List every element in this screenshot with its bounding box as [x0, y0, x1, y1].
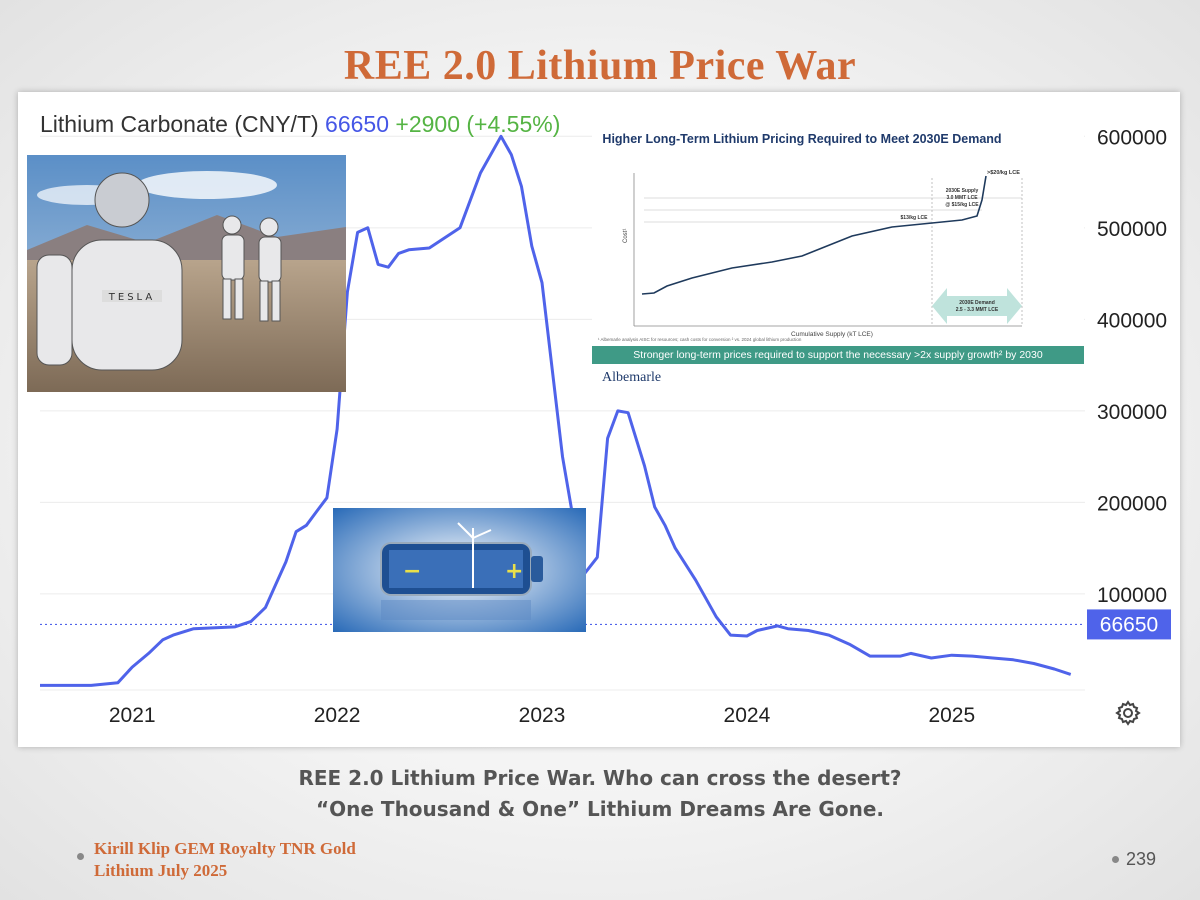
caption-line-2: “One Thousand & One” Lithium Dreams Are …	[316, 797, 884, 821]
price-series-line	[40, 134, 1072, 687]
x-tick-label: 2022	[314, 704, 361, 727]
inset-label-demand-2: 2.5 - 3.3 MMT LCE	[956, 307, 999, 313]
author-line-2: Lithium July 2025	[94, 861, 228, 880]
svg-text:+: +	[505, 559, 523, 584]
last-price-box: 66650	[1087, 609, 1171, 640]
albemarle-cost-curve-inset: Higher Long-Term Lithium Pricing Require…	[592, 118, 1084, 394]
inset-x-label: Cumulative Supply (kT LCE)	[791, 331, 873, 338]
chart-header: Lithium Carbonate (CNY/T) 66650 +2900 (+…	[40, 111, 560, 138]
inset-title: Higher Long-Term Lithium Pricing Require…	[602, 132, 1002, 146]
last-price-box-bg	[1087, 609, 1171, 640]
price-change: +2900 (+4.55%)	[395, 111, 561, 137]
y-tick-label: 300000	[1097, 401, 1167, 424]
y-tick-label: 200000	[1097, 492, 1167, 515]
x-axis-ticks: 2021 2022 2023 2024 2025	[109, 704, 975, 727]
battery-solar-image: − +	[333, 508, 586, 632]
y-tick-label: 500000	[1097, 218, 1167, 241]
current-price: 66650	[325, 111, 390, 137]
instrument-name: Lithium Carbonate (CNY/T)	[40, 111, 319, 137]
last-price-label: 66650	[1100, 613, 1158, 636]
tesla-robot-desert-image: TESLA	[27, 155, 346, 392]
albemarle-logo: Albemarle	[602, 370, 662, 385]
inset-label-top: >$20/kg LCE	[987, 170, 1020, 176]
inset-label-supply-1: 2030E Supply	[946, 188, 979, 194]
svg-text:TESLA: TESLA	[108, 292, 155, 303]
author-credit: Kirill Klip GEM Royalty TNR Gold Lithium…	[94, 838, 356, 882]
y-tick-label: 600000	[1097, 126, 1167, 149]
author-line-1: Kirill Klip GEM Royalty TNR Gold	[94, 839, 356, 858]
page-number: 239	[1126, 849, 1157, 869]
caption-line-1: REE 2.0 Lithium Price War. Who can cross…	[298, 766, 902, 790]
inset-label-demand-1: 2030E Demand	[959, 300, 995, 306]
x-tick-label: 2021	[109, 704, 156, 727]
inset-banner: Stronger long-term prices required to su…	[592, 346, 1084, 364]
inset-y-label: Cost¹	[623, 229, 629, 243]
x-tick-label: 2025	[928, 704, 975, 727]
y-axis-ticks: 100000 200000 300000 400000 500000 600000	[1097, 126, 1167, 607]
x-tick-label: 2024	[724, 704, 771, 727]
inset-footnote: ¹ Albemarle analysis AISC for resources;…	[598, 337, 802, 342]
y-tick-label: 100000	[1097, 584, 1167, 607]
inset-label-supply-3: @ $15/kg LCE	[945, 202, 979, 208]
gear-icon[interactable]	[1115, 700, 1141, 731]
x-tick-label: 2023	[519, 704, 566, 727]
inset-label-mid: $13/kg LCE	[901, 215, 929, 221]
bullet-dot-left	[77, 853, 84, 860]
bullet-dot-right	[1112, 856, 1119, 863]
slide-title: REE 2.0 Lithium Price War	[343, 43, 857, 89]
svg-text:−: −	[403, 559, 421, 584]
y-tick-label: 400000	[1097, 309, 1167, 332]
inset-label-supply-2: 3.0 MMT LCE	[946, 195, 978, 201]
